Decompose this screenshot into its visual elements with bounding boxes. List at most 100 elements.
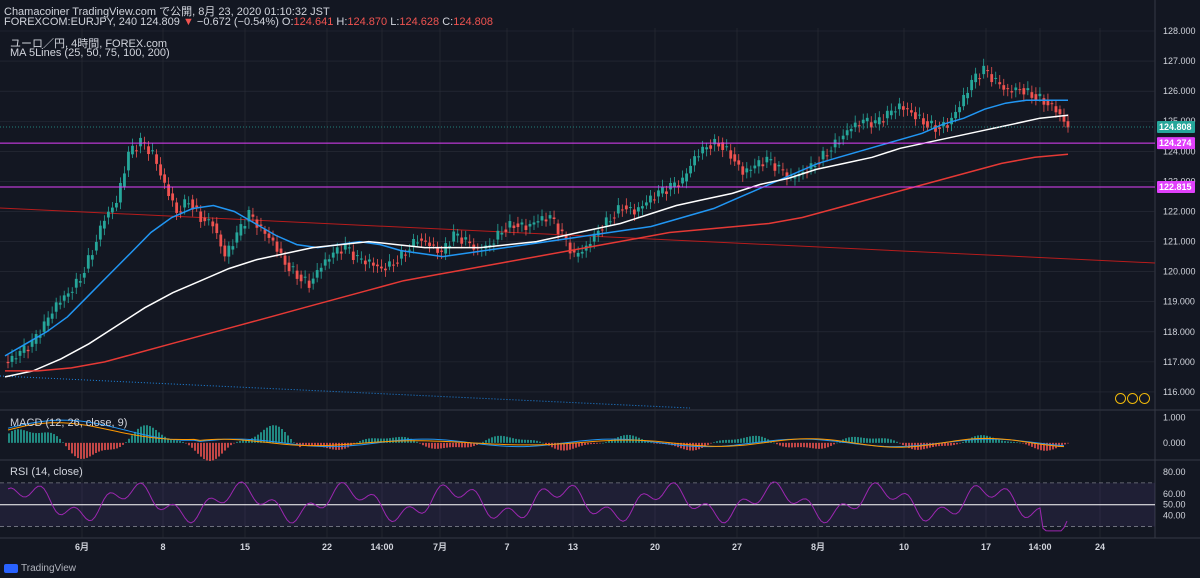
macd-histogram-bar — [944, 442, 946, 446]
macd-histogram-bar — [104, 442, 106, 451]
x-tick-label: 17 — [981, 542, 991, 552]
x-tick-label: 13 — [568, 542, 578, 552]
candle-body — [315, 270, 319, 278]
high-label: H: — [336, 16, 348, 28]
macd-histogram-bar — [527, 439, 529, 443]
candle-body — [998, 82, 1002, 85]
y-tick-label: 120.000 — [1163, 267, 1196, 277]
macd-histogram-bar — [503, 436, 505, 443]
y-tick-label: 117.000 — [1163, 357, 1195, 367]
macd-histogram-bar — [545, 442, 547, 445]
macd-histogram-bar — [140, 426, 142, 443]
macd-histogram-bar — [611, 439, 613, 443]
candle-body — [90, 255, 94, 260]
macd-histogram-bar — [122, 442, 124, 445]
candle-body — [677, 185, 680, 187]
macd-histogram-bar — [557, 442, 559, 450]
macd-histogram-bar — [422, 442, 424, 446]
candle-body — [922, 118, 925, 125]
brand-logo[interactable]: TradingView — [4, 563, 76, 574]
instrument-title[interactable]: ユーロ／円, 4時間, FOREX.com — [10, 38, 168, 50]
circle-icon[interactable] — [1127, 393, 1138, 404]
macd-histogram-bar — [1001, 440, 1003, 443]
macd-histogram-bar — [941, 442, 943, 446]
macd-histogram-bar — [1040, 442, 1042, 451]
candle-body — [444, 243, 448, 254]
macd-histogram-bar — [992, 437, 994, 443]
candle-body — [990, 74, 994, 83]
macd-histogram-bar — [185, 442, 187, 444]
candle-body — [115, 202, 118, 208]
macd-histogram-bar — [1064, 442, 1066, 445]
macd-histogram-bar — [908, 442, 910, 449]
candle-body — [564, 235, 568, 240]
candle-body — [460, 237, 464, 244]
candle-body — [46, 317, 50, 326]
candle-body — [151, 150, 154, 152]
candle-body — [869, 122, 873, 128]
candle-body — [649, 195, 652, 203]
macd-histogram-bar — [437, 442, 439, 449]
chart-control-icons[interactable] — [1114, 393, 1150, 406]
macd-histogram-bar — [62, 442, 64, 443]
macd-histogram-bar — [881, 438, 883, 443]
candle-body — [516, 223, 520, 228]
macd-histogram-bar — [500, 435, 502, 443]
candle-body — [30, 339, 34, 347]
moving-average-line — [5, 153, 1069, 372]
macd-histogram-bar — [230, 442, 232, 446]
macd-histogram-bar — [1025, 442, 1027, 445]
candle-body — [215, 223, 219, 234]
macd-histogram-bar — [491, 437, 493, 443]
circle-icon[interactable] — [1115, 393, 1126, 404]
macd-histogram-bar — [434, 442, 436, 449]
macd-histogram-bar — [815, 442, 817, 449]
macd-histogram-bar — [785, 442, 787, 448]
candle-body — [279, 248, 283, 253]
circle-icon[interactable] — [1139, 393, 1150, 404]
macd-histogram-bar — [800, 442, 802, 448]
candle-body — [926, 121, 929, 128]
candle-body — [500, 232, 504, 235]
macd-histogram-bar — [893, 440, 895, 443]
rsi-legend[interactable]: RSI (14, close) — [10, 466, 83, 478]
macd-histogram-bar — [869, 438, 871, 443]
candle-body — [693, 156, 696, 166]
candle-body — [159, 164, 162, 176]
moving-average-line — [4, 99, 1068, 357]
candle-body — [620, 209, 624, 211]
candle-body — [388, 261, 391, 267]
macd-histogram-bar — [242, 440, 244, 443]
candle-body — [785, 172, 789, 179]
indicator-legend[interactable]: MA 5Lines (25, 50, 75, 100, 200) — [10, 47, 170, 59]
macd-histogram-bar — [518, 439, 520, 443]
macd-histogram-bar — [113, 442, 115, 450]
x-tick-label: 27 — [732, 542, 742, 552]
macd-histogram-bar — [71, 442, 73, 454]
candle-body — [905, 108, 909, 110]
macd-histogram-bar — [227, 442, 229, 448]
candle-body — [247, 209, 251, 222]
candle-body — [725, 146, 729, 148]
candle-body — [1026, 88, 1030, 91]
macd-histogram-bar — [89, 442, 91, 457]
candle-body — [930, 120, 933, 124]
macd-histogram-bar — [263, 429, 265, 443]
candle-body — [432, 244, 436, 246]
open-label: O: — [281, 16, 294, 28]
macd-histogram-bar — [302, 442, 304, 446]
macd-legend[interactable]: MACD (12, 26, close, 9) — [10, 417, 128, 429]
macd-histogram-bar — [311, 442, 313, 446]
candle-body — [729, 150, 733, 159]
macd-histogram-bar — [1016, 442, 1018, 443]
macd-histogram-bar — [287, 435, 289, 443]
x-tick-label: 14:00 — [1028, 542, 1051, 552]
macd-histogram-bar — [488, 438, 490, 443]
macd-histogram-bar — [863, 437, 865, 443]
candle-body — [424, 240, 427, 242]
macd-histogram-bar — [1049, 442, 1051, 451]
macd-histogram-bar — [380, 438, 382, 443]
macd-histogram-bar — [197, 442, 199, 454]
macd-histogram-bar — [1031, 442, 1033, 447]
